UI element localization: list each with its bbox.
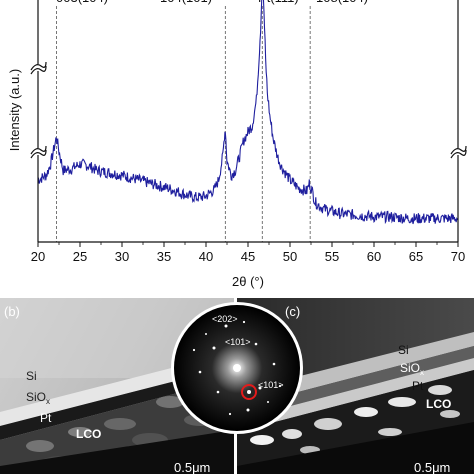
saed-label-202: <202> — [212, 314, 238, 324]
panel-c-label-pt: Pt — [412, 379, 424, 393]
x-tick-label-1: 25 — [73, 249, 87, 264]
saed-label-101-upper: <101> — [225, 337, 251, 347]
highlight-ring — [241, 384, 257, 400]
x-tick-label-4: 40 — [199, 249, 213, 264]
x-tick-label-0: 20 — [31, 249, 45, 264]
panel-c-label-si: Si — [398, 343, 409, 357]
x-tick-label-5: 45 — [241, 249, 255, 264]
reference-lines — [56, 6, 311, 242]
x-tick-label-6: 50 — [283, 249, 297, 264]
x-tick-label-2: 30 — [115, 249, 129, 264]
x-tick-label-8: 60 — [367, 249, 381, 264]
diffraction-spots — [192, 320, 282, 416]
peak-label-0: 003(104) — [56, 0, 108, 5]
saed-inset: <202> <101> <101> — [171, 302, 303, 434]
lco-texture-c — [250, 385, 460, 454]
panel-b-label-lco: LCO — [76, 427, 101, 441]
x-ticks: 20 25 30 35 40 45 50 55 60 65 70 — [31, 242, 465, 264]
peak-label-1: 104(101) — [160, 0, 212, 5]
axis-break-upper — [30, 61, 47, 75]
axis-break-lower — [30, 145, 47, 159]
x-tick-label-3: 35 — [157, 249, 171, 264]
x-tick-label-10: 70 — [451, 249, 465, 264]
x-tick-label-7: 55 — [325, 249, 339, 264]
panel-b-label-pt: Pt — [40, 411, 52, 425]
panel-b-label-siox: SiOx — [26, 390, 50, 406]
panel-b-scale-bar: 0.5μm — [174, 460, 210, 474]
panel-c-label-lco: LCO — [426, 397, 451, 411]
panel-c-scale-bar: 0.5μm — [414, 460, 450, 474]
panel-c-label-siox: SiOx — [400, 361, 424, 377]
peak-labels: 003(104) 104(101) Pt(111) 108(104) — [56, 0, 368, 5]
xrd-chart: 003(104) 104(101) Pt(111) 108(104) 20 25 30 35… — [7, 0, 467, 289]
highlight-spot — [247, 390, 251, 394]
peak-label-2: Pt(111) — [258, 0, 299, 5]
saed-label-101-right: <101> — [258, 380, 284, 390]
panel-c-tag: (c) — [285, 304, 300, 319]
axis-break-lower-right — [450, 145, 467, 159]
y-axis-label: Intensity (a.u.) — [7, 69, 22, 151]
x-tick-label-9: 65 — [409, 249, 423, 264]
panel-b-tag: (b) — [4, 304, 20, 319]
panel-b-label-si: Si — [26, 369, 37, 383]
peak-label-3: 108(104) — [316, 0, 368, 5]
xrd-series-line — [38, 0, 458, 225]
x-axis-label: 2θ (°) — [232, 274, 264, 289]
